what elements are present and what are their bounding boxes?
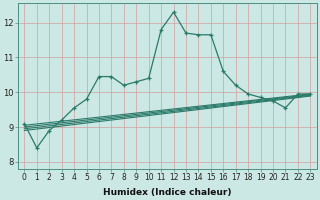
X-axis label: Humidex (Indice chaleur): Humidex (Indice chaleur) (103, 188, 232, 197)
